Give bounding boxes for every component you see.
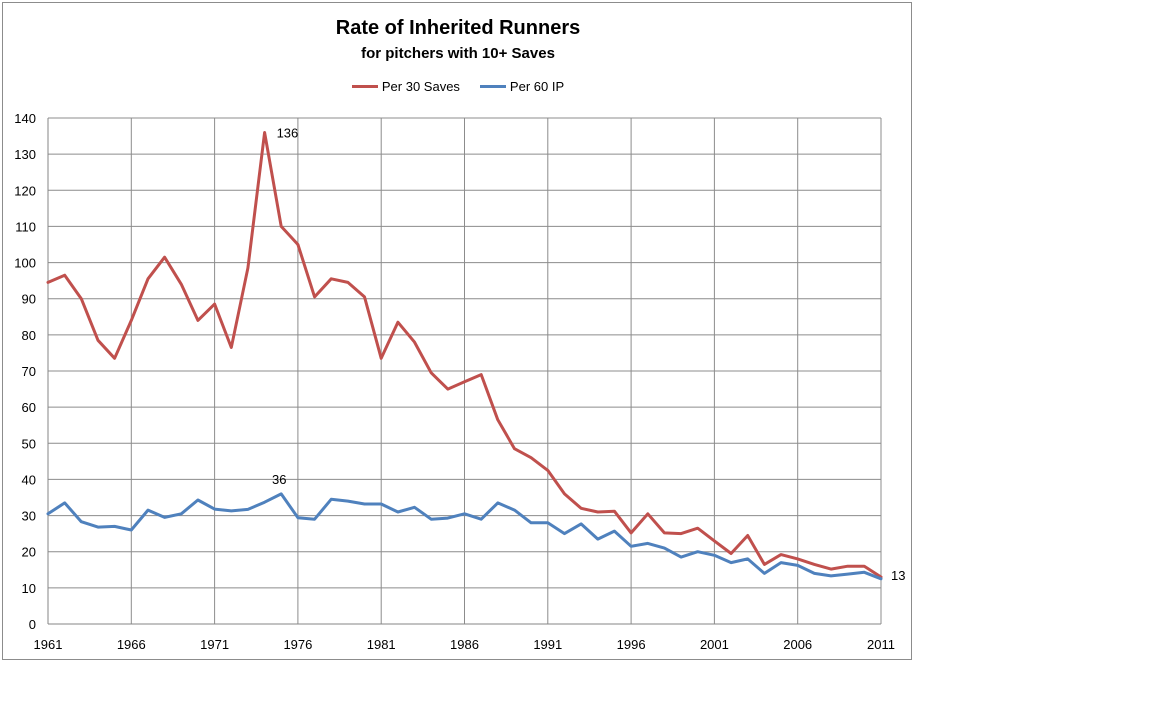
chart-frame: Rate of Inherited Runners for pitchers w…	[2, 2, 912, 660]
x-tick-label: 1961	[34, 637, 63, 652]
line-chart: 0 10 20 30 40 50 60 70 80 90 100 110 120 130 140 1961 19…	[14, 111, 905, 652]
y-tick-label: 120	[14, 183, 36, 198]
x-tick-label: 2006	[783, 637, 812, 652]
data-label: 13	[891, 568, 905, 583]
y-tick-label: 10	[22, 581, 36, 596]
series-line-per-60-ip	[46, 492, 883, 581]
y-tick-label: 80	[22, 328, 36, 343]
data-label: 136	[277, 125, 299, 140]
y-tick-label: 70	[22, 364, 36, 379]
y-tick-label: 40	[22, 472, 36, 487]
y-tick-label: 60	[22, 400, 36, 415]
x-tick-label: 1996	[617, 637, 646, 652]
y-tick-label: 90	[22, 292, 36, 307]
x-tick-label: 1986	[450, 637, 479, 652]
series-line-per-30-saves	[46, 131, 883, 579]
chart-title: Rate of Inherited Runners	[335, 17, 581, 39]
y-tick-label: 110	[15, 219, 36, 234]
y-tick-label: 100	[14, 256, 36, 271]
legend-item-per-30-saves: Per 30 Saves	[351, 79, 460, 94]
x-tick-label: 2001	[700, 637, 729, 652]
legend-swatch-per-30-saves	[351, 85, 378, 88]
x-tick-label: 1966	[117, 637, 146, 652]
y-tick-label: 50	[22, 436, 36, 451]
data-label: 36	[272, 472, 286, 487]
x-tick-label: 1971	[200, 637, 229, 652]
y-tick-label: 140	[14, 111, 36, 126]
y-tick-label: 130	[14, 147, 36, 162]
x-tick-label: 1981	[367, 637, 396, 652]
legend-item-per-60-ip: Per 60 IP	[479, 79, 565, 94]
legend-label-per-30-saves: Per 30 Saves	[381, 79, 460, 94]
x-tick-label: 1976	[283, 637, 312, 652]
legend: Per 30 Saves Per 60 IP	[3, 79, 913, 94]
legend-label-per-60-ip: Per 60 IP	[509, 79, 565, 94]
chart-subtitle: for pitchers with 10+ Saves	[361, 45, 555, 62]
y-tick-label: 0	[29, 617, 36, 632]
y-tick-label: 30	[22, 509, 36, 524]
legend-swatch-per-60-ip	[479, 85, 506, 88]
x-tick-label: 1991	[533, 637, 562, 652]
y-tick-label: 20	[22, 545, 36, 560]
x-tick-label: 2011	[867, 637, 895, 652]
